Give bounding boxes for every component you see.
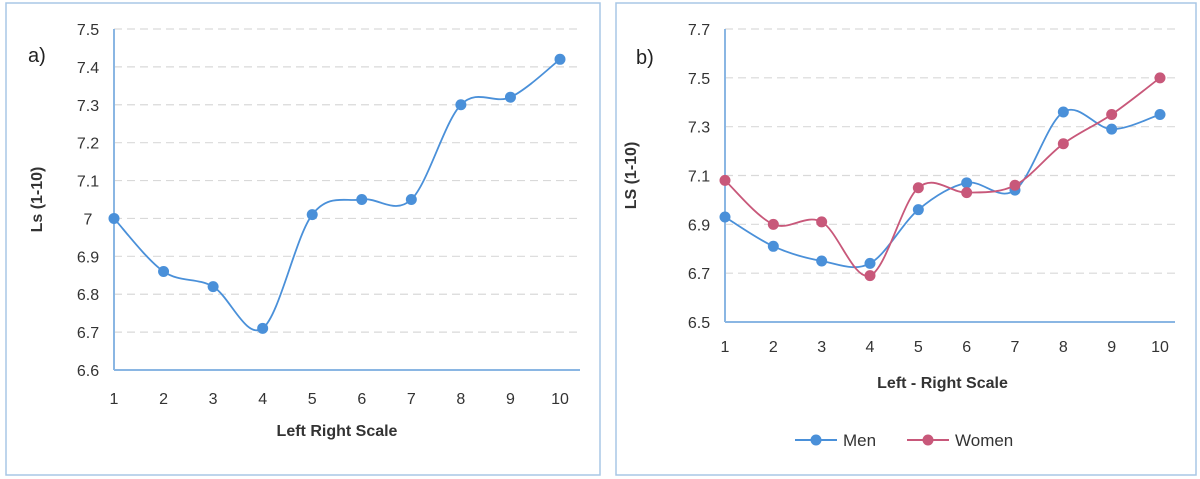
data-point — [306, 209, 318, 221]
y-tick-label: 6.8 — [77, 287, 99, 304]
data-point — [1154, 108, 1166, 120]
data-point — [816, 255, 828, 267]
y-axis-title: Ls (1-10) — [29, 167, 46, 233]
data-point — [1154, 72, 1166, 84]
x-tick-label: 7 — [407, 391, 416, 408]
y-tick-label: 6.5 — [688, 315, 710, 332]
x-tick-label: 7 — [1011, 339, 1020, 356]
x-tick-label: 4 — [258, 391, 267, 408]
data-point — [767, 240, 779, 252]
x-tick-label: 1 — [110, 391, 119, 408]
data-point — [158, 265, 170, 277]
x-tick-label: 9 — [506, 391, 515, 408]
legend-marker — [810, 434, 822, 446]
data-point — [719, 211, 731, 223]
data-point — [1106, 108, 1118, 120]
data-point — [356, 194, 368, 205]
x-tick-label: 5 — [914, 339, 923, 356]
x-tick-label: 2 — [159, 391, 168, 408]
y-tick-label: 7.4 — [77, 60, 99, 77]
y-tick-label: 7.3 — [688, 120, 710, 137]
data-point — [1057, 106, 1069, 118]
x-axis-title: Left Right Scale — [277, 423, 398, 440]
data-point — [257, 322, 269, 334]
x-tick-label: 8 — [456, 391, 465, 408]
data-point — [455, 99, 467, 111]
y-tick-label: 6.6 — [77, 363, 99, 380]
series-line-ls — [113, 58, 561, 332]
data-point — [816, 216, 828, 228]
data-point — [108, 212, 120, 224]
y-tick-label: 6.7 — [77, 325, 99, 342]
data-point — [1106, 123, 1118, 135]
y-tick-label: 6.9 — [77, 249, 99, 266]
x-tick-label: 8 — [1059, 339, 1068, 356]
x-tick-label: 4 — [866, 339, 875, 356]
data-point — [961, 187, 973, 199]
data-point — [912, 182, 924, 194]
data-point — [554, 53, 566, 65]
y-tick-label: 7.7 — [688, 22, 710, 39]
y-tick-label: 7.1 — [77, 174, 99, 191]
x-tick-label: 10 — [551, 391, 569, 408]
legend-label: Women — [955, 431, 1013, 450]
panel-label: b) — [636, 47, 654, 69]
x-tick-label: 10 — [1151, 339, 1169, 356]
panel-a-frame — [5, 2, 601, 476]
y-tick-label: 7.3 — [77, 98, 99, 115]
x-axis-title: Left - Right Scale — [877, 375, 1008, 392]
y-tick-label: 7 — [84, 211, 93, 228]
x-tick-label: 6 — [962, 339, 971, 356]
x-tick-label: 1 — [721, 339, 730, 356]
data-point — [864, 270, 876, 282]
x-tick-label: 6 — [357, 391, 366, 408]
data-point — [719, 174, 731, 186]
data-point — [961, 177, 973, 189]
data-point — [207, 281, 219, 293]
y-tick-label: 6.7 — [688, 266, 710, 283]
x-tick-label: 3 — [209, 391, 218, 408]
panel-b-frame — [615, 2, 1197, 476]
data-point — [405, 194, 417, 205]
data-point — [767, 218, 779, 230]
panel-label: a) — [28, 45, 46, 67]
y-tick-label: 7.5 — [77, 22, 99, 39]
x-tick-label: 5 — [308, 391, 317, 408]
y-tick-label: 7.2 — [77, 136, 99, 153]
x-tick-label: 9 — [1107, 339, 1116, 356]
y-axis-title: LS (1-10) — [623, 142, 640, 210]
data-point — [864, 257, 876, 269]
y-tick-label: 6.9 — [688, 217, 710, 234]
x-tick-label: 3 — [817, 339, 826, 356]
data-point — [504, 91, 516, 103]
legend-label: Men — [843, 431, 876, 450]
data-point — [1057, 138, 1069, 150]
legend-marker — [922, 434, 934, 446]
y-tick-label: 7.1 — [688, 169, 710, 186]
y-tick-label: 7.5 — [688, 71, 710, 88]
series-line-women — [724, 77, 1161, 277]
series-line-men — [724, 109, 1161, 269]
data-point — [1009, 179, 1021, 191]
data-point — [912, 204, 924, 216]
x-tick-label: 2 — [769, 339, 778, 356]
